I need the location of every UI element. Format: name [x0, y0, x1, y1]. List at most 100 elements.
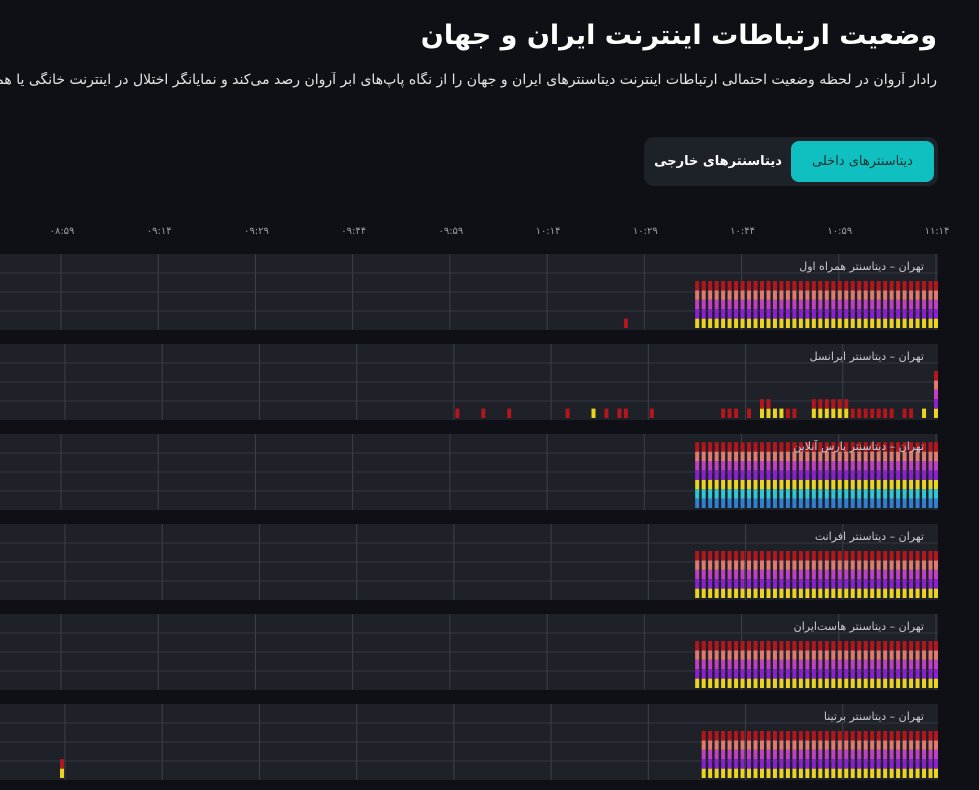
status-bar[interactable]: [760, 551, 764, 598]
status-bar[interactable]: [831, 281, 836, 328]
status-bar[interactable]: [863, 442, 868, 508]
status-bar[interactable]: [844, 731, 849, 778]
status-bar[interactable]: [811, 399, 816, 418]
status-bar[interactable]: [708, 442, 713, 508]
status-bar[interactable]: [747, 551, 752, 598]
status-bar[interactable]: [870, 551, 875, 598]
status-bar[interactable]: [805, 442, 810, 508]
status-bar[interactable]: [779, 408, 784, 418]
status-bar[interactable]: [883, 641, 888, 688]
status-bar[interactable]: [889, 281, 894, 328]
status-bar[interactable]: [915, 731, 920, 778]
status-bar[interactable]: [889, 731, 894, 778]
status-bar[interactable]: [844, 442, 849, 508]
status-bar[interactable]: [922, 731, 927, 778]
status-bar[interactable]: [850, 408, 855, 418]
status-bar[interactable]: [831, 399, 836, 418]
status-bar[interactable]: [896, 731, 901, 778]
status-bar[interactable]: [766, 399, 771, 418]
status-bar[interactable]: [727, 408, 732, 418]
status-bar[interactable]: [818, 281, 823, 328]
status-bar[interactable]: [837, 641, 842, 688]
status-bar[interactable]: [922, 408, 927, 418]
status-bar[interactable]: [785, 641, 790, 688]
status-bar[interactable]: [870, 442, 875, 508]
status-bar[interactable]: [785, 731, 790, 778]
status-bar[interactable]: [818, 641, 823, 688]
status-bar[interactable]: [889, 442, 894, 508]
status-bar[interactable]: [915, 442, 920, 508]
status-bar[interactable]: [701, 442, 706, 508]
status-bar[interactable]: [708, 641, 713, 688]
status-bar[interactable]: [805, 551, 810, 598]
status-bar[interactable]: [721, 442, 726, 508]
status-bar[interactable]: [909, 551, 914, 598]
status-bar[interactable]: [792, 731, 797, 778]
status-bar[interactable]: [896, 551, 901, 598]
status-bar[interactable]: [844, 399, 849, 418]
status-bar[interactable]: [934, 281, 938, 328]
status-bar[interactable]: [811, 442, 816, 508]
status-bar[interactable]: [798, 731, 803, 778]
status-bar[interactable]: [785, 408, 790, 418]
status-bar[interactable]: [857, 731, 862, 778]
status-bar[interactable]: [747, 641, 752, 688]
status-bar[interactable]: [818, 551, 823, 598]
status-bar[interactable]: [721, 731, 726, 778]
status-bar[interactable]: [922, 281, 927, 328]
status-bar[interactable]: [695, 442, 700, 508]
status-bar[interactable]: [760, 641, 764, 688]
status-bar[interactable]: [805, 731, 810, 778]
status-bar[interactable]: [824, 442, 829, 508]
status-bar[interactable]: [714, 731, 719, 778]
status-bar[interactable]: [909, 731, 914, 778]
status-bar[interactable]: [857, 408, 862, 418]
status-bar[interactable]: [772, 731, 777, 778]
status-bar[interactable]: [760, 442, 764, 508]
status-bar[interactable]: [909, 641, 914, 688]
status-bar[interactable]: [934, 641, 938, 688]
status-bar[interactable]: [766, 641, 771, 688]
status-bar[interactable]: [740, 442, 745, 508]
status-bar[interactable]: [909, 408, 914, 418]
status-bar[interactable]: [863, 731, 868, 778]
status-bar[interactable]: [915, 641, 920, 688]
status-bar[interactable]: [934, 442, 938, 508]
status-bar[interactable]: [837, 551, 842, 598]
status-bar[interactable]: [870, 281, 875, 328]
status-bar[interactable]: [753, 442, 758, 508]
status-bar[interactable]: [928, 731, 933, 778]
status-bar[interactable]: [934, 551, 938, 598]
status-bar[interactable]: [824, 551, 829, 598]
status-bar[interactable]: [760, 731, 764, 778]
status-bar[interactable]: [727, 442, 732, 508]
status-bar[interactable]: [727, 281, 732, 328]
status-bar[interactable]: [772, 281, 777, 328]
status-bar[interactable]: [701, 551, 706, 598]
status-bar[interactable]: [701, 281, 706, 328]
tab-domestic-datacenters[interactable]: دیتاسنترهای داخلی: [791, 141, 934, 182]
status-bar[interactable]: [818, 731, 823, 778]
status-bar[interactable]: [824, 731, 829, 778]
status-bar[interactable]: [779, 641, 784, 688]
status-bar[interactable]: [922, 551, 927, 598]
status-bar[interactable]: [811, 281, 816, 328]
status-bar[interactable]: [876, 408, 881, 418]
status-bar[interactable]: [721, 408, 726, 418]
status-bar[interactable]: [714, 281, 719, 328]
status-bar[interactable]: [798, 641, 803, 688]
status-bar[interactable]: [902, 442, 907, 508]
status-bar[interactable]: [837, 442, 842, 508]
status-bar[interactable]: [565, 408, 570, 418]
status-bar[interactable]: [766, 731, 771, 778]
status-bar[interactable]: [863, 551, 868, 598]
status-bar[interactable]: [772, 408, 777, 418]
status-bar[interactable]: [708, 281, 713, 328]
status-bar[interactable]: [798, 551, 803, 598]
status-bar[interactable]: [889, 641, 894, 688]
status-bar[interactable]: [850, 731, 855, 778]
status-bar[interactable]: [889, 551, 894, 598]
status-bar[interactable]: [811, 551, 816, 598]
status-bar[interactable]: [909, 281, 914, 328]
status-bar[interactable]: [824, 641, 829, 688]
